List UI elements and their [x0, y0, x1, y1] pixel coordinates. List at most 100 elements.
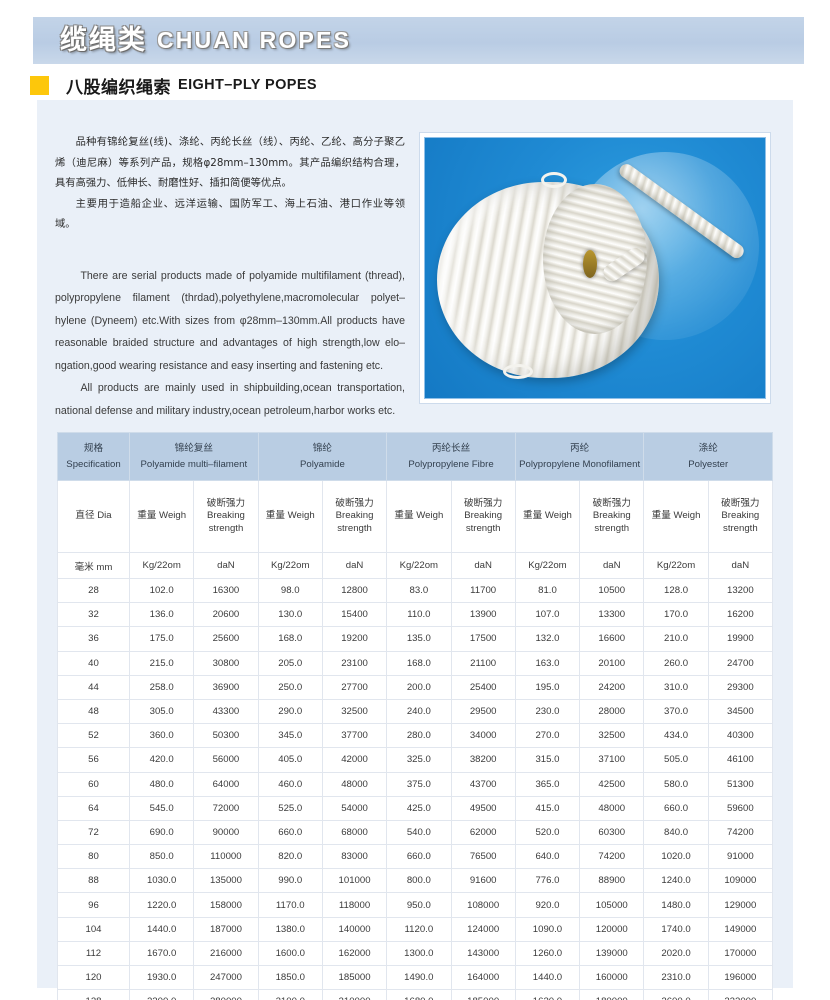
cell-value: 1220.0 — [128, 892, 195, 918]
cell-value: 42500 — [579, 771, 645, 797]
cell-value: 1600.0 — [257, 940, 323, 967]
rope-loop-bottom — [503, 364, 533, 379]
cell-value: 17500 — [450, 626, 516, 652]
cell-value: 1930.0 — [128, 964, 195, 991]
description-en-paragraph-2: All products are mainly used in shipbuil… — [55, 382, 405, 417]
table-row: 1282200.02800002100.02100001680.01850001… — [57, 989, 774, 1000]
table-subheader-6: 重量 Weigh — [386, 480, 452, 553]
cell-value: 54000 — [321, 795, 388, 821]
cell-value: 210000 — [321, 989, 388, 1000]
cell-value: 90000 — [193, 819, 259, 846]
cell-value: 580.0 — [643, 771, 709, 797]
description-en-block: There are serial products made of polyam… — [55, 265, 405, 423]
cell-value: 1090.0 — [514, 916, 581, 942]
subheader-cn: 破断强力 — [335, 497, 374, 509]
cell-value: 42000 — [321, 747, 388, 773]
table-unit-cell-6: Kg/22om — [386, 552, 452, 579]
cell-value: 19900 — [707, 626, 774, 652]
cell-value: 168.0 — [257, 626, 323, 652]
cell-value: 660.0 — [257, 819, 323, 846]
cell-value: 27700 — [321, 674, 388, 700]
cell-value: 230.0 — [514, 698, 581, 725]
cell-value: 143000 — [450, 940, 516, 967]
cell-value: 425.0 — [386, 795, 452, 821]
cell-value: 11700 — [450, 577, 516, 604]
group-header-cn: 锦纶 — [312, 442, 332, 454]
cell-value: 2100.0 — [257, 989, 323, 1000]
cell-diameter: 28 — [57, 577, 130, 604]
cell-value: 16600 — [579, 626, 645, 652]
cell-value: 1680.0 — [386, 989, 452, 1000]
cell-value: 215.0 — [128, 650, 195, 676]
table-group-header-4: 丙纶长丝 Polypropylene Fibre — [386, 432, 516, 481]
table-subheader-10: 重量 Weigh — [643, 480, 709, 553]
subheader-en: Breaking strength — [207, 510, 245, 534]
subheader-cn: 重量 — [265, 510, 285, 522]
table-row: 120 1930.0 247000 1850.0 185000 1490.0 164000 1… — [57, 964, 774, 991]
table-group-header-row: 规格 Specification 锦纶复丝 Polyamide multi–filam… — [57, 432, 773, 481]
cell-value: 1740.0 — [643, 916, 709, 942]
cell-value: 370.0 — [643, 698, 709, 725]
subheader-cn: 重量 — [394, 510, 414, 522]
table-subheader-4: 重量 Weigh — [257, 480, 323, 553]
cell-diameter: 40 — [57, 650, 130, 676]
cell-value: 76500 — [450, 844, 516, 870]
cell-value: 405.0 — [257, 747, 323, 773]
cell-diameter: 60 — [57, 771, 130, 797]
cell-value: 210.0 — [643, 626, 709, 652]
cell-value: 360.0 — [128, 723, 195, 749]
group-header-en: Polyester — [688, 458, 729, 470]
cell-diameter: 72 — [57, 819, 130, 846]
table-group-header-1: 规格 Specification — [57, 432, 130, 481]
subheader-en: Weigh — [156, 510, 187, 522]
cell-value: 185000 — [321, 964, 388, 991]
table-row: 72 690.0 90000 660.0 68000 540.0 62000 520.0 603… — [57, 819, 774, 846]
cell-value: 162000 — [321, 940, 388, 967]
cell-value: 990.0 — [257, 868, 323, 894]
subheader-cn: 直径 — [75, 510, 95, 522]
cell-value: 68000 — [321, 819, 388, 846]
table-row: 56 420.0 56000 405.0 42000 325.0 38200 315.0 371… — [57, 747, 774, 773]
cell-value: 280000 — [193, 989, 259, 1000]
group-header-en: Polypropylene Monofilament — [519, 458, 641, 470]
cell-diameter: 36 — [57, 626, 130, 652]
table-subheader-row: 直径 Dia 重量 Weigh 破断强力 Breaking strength 重量 We… — [57, 480, 774, 553]
rope-coil-core — [583, 250, 597, 278]
subheader-en: Breaking strength — [464, 510, 503, 534]
subheader-en: Breaking strength — [335, 510, 374, 534]
cell-value: 1670.0 — [128, 940, 195, 967]
cell-value: 164000 — [450, 964, 516, 991]
cell-value: 290.0 — [257, 698, 323, 725]
cell-diameter: 96 — [57, 892, 130, 918]
cell-value: 1480.0 — [643, 892, 709, 918]
cell-value: 170000 — [707, 940, 774, 967]
table-subheader-11: 破断强力 Breaking strength — [707, 480, 774, 553]
cell-value: 196000 — [707, 964, 774, 991]
cell-value: 19200 — [321, 626, 388, 652]
cell-value: 16200 — [707, 602, 774, 628]
cell-diameter: 32 — [57, 602, 130, 628]
cell-value: 365.0 — [514, 771, 581, 797]
description-column: 品种有锦纶复丝(线)、涤纶、丙纶长丝（线）、丙纶、乙纶、高分子聚乙烯（迪尼麻）等… — [55, 132, 405, 422]
rope-loop-top — [541, 172, 567, 188]
table-unit-cell-4: Kg/22om — [257, 552, 323, 579]
cell-value: 129000 — [707, 892, 774, 918]
cell-value: 375.0 — [386, 771, 452, 797]
cell-value: 195.0 — [514, 674, 581, 700]
table-unit-cell-1: 毫米 mm — [57, 552, 130, 579]
description-en-paragraph-1: There are serial products made of polyam… — [55, 269, 405, 372]
table-row: 112 1670.0 216000 1600.0 162000 1300.0 143000 1… — [57, 940, 774, 967]
cell-value: 21100 — [450, 650, 516, 676]
cell-value: 105000 — [579, 892, 645, 918]
cell-value: 1490.0 — [386, 964, 452, 991]
section-subtitle-cn: 八股编织绳索 — [66, 77, 171, 97]
cell-value: 88900 — [579, 868, 645, 894]
cell-value: 660.0 — [643, 795, 709, 821]
subheader-cn: 破断强力 — [206, 497, 246, 509]
description-cn-paragraph-2: 主要用于造船企业、远洋运输、国防军工、海上石油、港口作业等领域。 — [55, 197, 405, 231]
group-header-cn: 丙纶长丝 — [431, 442, 471, 454]
cell-value: 81.0 — [514, 577, 581, 604]
cell-value: 60300 — [579, 819, 645, 846]
cell-value: 690.0 — [128, 819, 195, 846]
page-title-en: CHUAN ROPES — [157, 27, 352, 53]
